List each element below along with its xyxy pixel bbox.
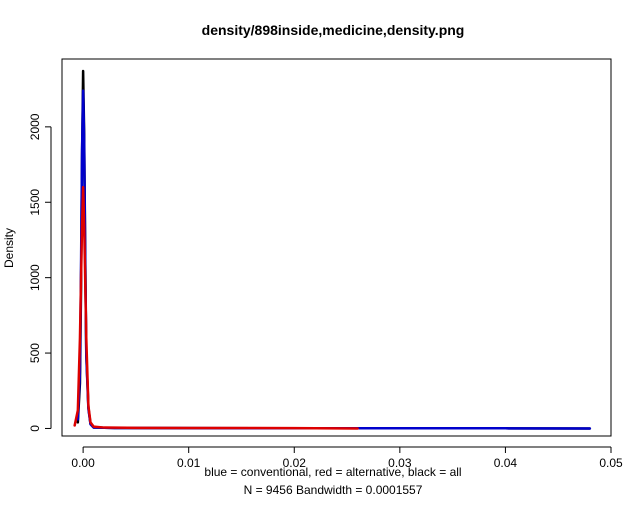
x-tick-label: 0.00 (71, 456, 95, 470)
chart-title: density/898inside,medicine,density.png (202, 22, 465, 38)
x-tick-label: 0.03 (388, 456, 412, 470)
plot-frame (61, 58, 612, 437)
x-tick-label: 0.02 (283, 456, 307, 470)
y-axis: 0 500 1000 1500 2000 (28, 113, 52, 432)
y-tick-label: 1500 (28, 189, 42, 216)
x-axis-label-line2: N = 9456 Bandwidth = 0.0001557 (244, 483, 423, 497)
series-line-all (76, 69, 592, 430)
x-tick-label: 0.01 (177, 456, 201, 470)
series-line-alternative (73, 185, 359, 430)
y-tick-label: 500 (28, 343, 42, 363)
y-tick-label: 1000 (28, 264, 42, 291)
x-axis-label-line1: blue = conventional, red = alternative, … (204, 465, 461, 479)
y-tick-label: 0 (28, 425, 42, 432)
x-axis: 0.00 0.01 0.02 0.03 0.04 0.05 (71, 446, 623, 470)
series-line-conventional (76, 89, 592, 430)
y-tick-label: 2000 (28, 113, 42, 140)
x-tick-label: 0.05 (599, 456, 623, 470)
x-tick-label: 0.04 (494, 456, 518, 470)
series-layer (73, 69, 592, 430)
y-axis-label: Density (2, 228, 16, 268)
